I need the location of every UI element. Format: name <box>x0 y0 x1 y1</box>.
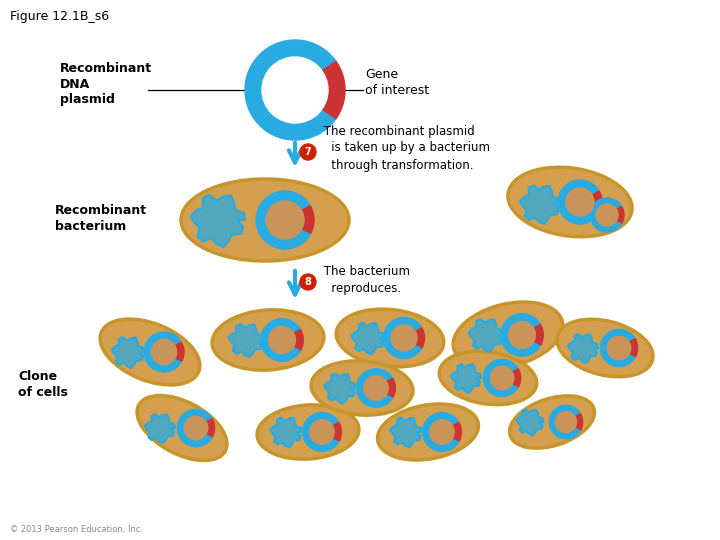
Polygon shape <box>568 334 598 363</box>
Polygon shape <box>629 339 638 356</box>
Circle shape <box>262 57 328 123</box>
Circle shape <box>430 420 454 444</box>
Circle shape <box>566 188 594 216</box>
Polygon shape <box>469 319 503 352</box>
Circle shape <box>596 204 618 226</box>
Circle shape <box>310 420 334 444</box>
Circle shape <box>508 321 536 348</box>
Polygon shape <box>191 195 245 247</box>
Ellipse shape <box>508 167 632 237</box>
Polygon shape <box>333 422 341 441</box>
Polygon shape <box>245 40 336 140</box>
Polygon shape <box>270 417 301 448</box>
Polygon shape <box>616 206 624 223</box>
Text: The bacterium
   reproduces.: The bacterium reproduces. <box>320 265 410 295</box>
Ellipse shape <box>557 319 653 377</box>
Polygon shape <box>451 364 481 393</box>
Polygon shape <box>302 206 314 233</box>
Polygon shape <box>144 332 181 372</box>
Polygon shape <box>558 180 600 224</box>
Polygon shape <box>600 329 636 367</box>
Circle shape <box>266 201 304 239</box>
Polygon shape <box>387 379 395 397</box>
Circle shape <box>184 416 208 440</box>
Polygon shape <box>351 323 384 354</box>
Polygon shape <box>512 369 521 387</box>
Polygon shape <box>575 414 582 430</box>
Polygon shape <box>261 319 301 361</box>
Ellipse shape <box>510 396 595 448</box>
Polygon shape <box>206 418 215 437</box>
Text: © 2013 Pearson Education, Inc.: © 2013 Pearson Education, Inc. <box>10 525 143 534</box>
Circle shape <box>151 340 176 365</box>
Ellipse shape <box>377 404 479 460</box>
Ellipse shape <box>181 179 349 261</box>
Ellipse shape <box>453 302 563 368</box>
Polygon shape <box>112 337 144 368</box>
Ellipse shape <box>100 319 200 385</box>
Ellipse shape <box>257 405 359 459</box>
Circle shape <box>555 411 577 433</box>
Text: 8: 8 <box>305 277 312 287</box>
Polygon shape <box>229 324 263 357</box>
Polygon shape <box>520 185 559 224</box>
Polygon shape <box>322 62 345 119</box>
Polygon shape <box>500 314 541 356</box>
Circle shape <box>490 366 514 390</box>
Polygon shape <box>384 318 422 359</box>
Polygon shape <box>590 198 622 232</box>
Text: Figure 12.1B_s6: Figure 12.1B_s6 <box>10 10 109 23</box>
Circle shape <box>391 325 417 351</box>
Polygon shape <box>453 422 462 441</box>
Circle shape <box>607 336 631 360</box>
Text: The recombinant plasmid
   is taken up by a bacterium
   through transformation.: The recombinant plasmid is taken up by a… <box>320 125 490 172</box>
Circle shape <box>364 376 388 400</box>
Polygon shape <box>356 369 393 407</box>
Polygon shape <box>177 409 212 447</box>
Text: 7: 7 <box>305 147 311 157</box>
Text: Clone
of cells: Clone of cells <box>18 370 68 400</box>
Polygon shape <box>294 329 303 350</box>
Text: Recombinant
bacterium: Recombinant bacterium <box>55 204 147 233</box>
Text: Recombinant
DNA
plasmid: Recombinant DNA plasmid <box>60 62 152 106</box>
Ellipse shape <box>137 395 227 461</box>
Ellipse shape <box>311 361 413 415</box>
Polygon shape <box>175 342 184 361</box>
Polygon shape <box>390 417 421 448</box>
Ellipse shape <box>439 352 536 404</box>
Polygon shape <box>256 191 311 249</box>
Circle shape <box>300 274 316 290</box>
Circle shape <box>269 327 295 354</box>
Polygon shape <box>324 374 355 403</box>
Circle shape <box>300 144 316 160</box>
Polygon shape <box>549 406 581 438</box>
Polygon shape <box>483 360 518 396</box>
Ellipse shape <box>336 309 444 367</box>
Polygon shape <box>592 191 602 212</box>
Polygon shape <box>415 328 425 348</box>
Polygon shape <box>145 414 175 443</box>
Ellipse shape <box>212 310 324 370</box>
Polygon shape <box>534 325 544 345</box>
Polygon shape <box>516 409 543 435</box>
Text: Gene
of interest: Gene of interest <box>365 68 429 97</box>
Polygon shape <box>423 413 459 451</box>
Polygon shape <box>302 413 339 451</box>
